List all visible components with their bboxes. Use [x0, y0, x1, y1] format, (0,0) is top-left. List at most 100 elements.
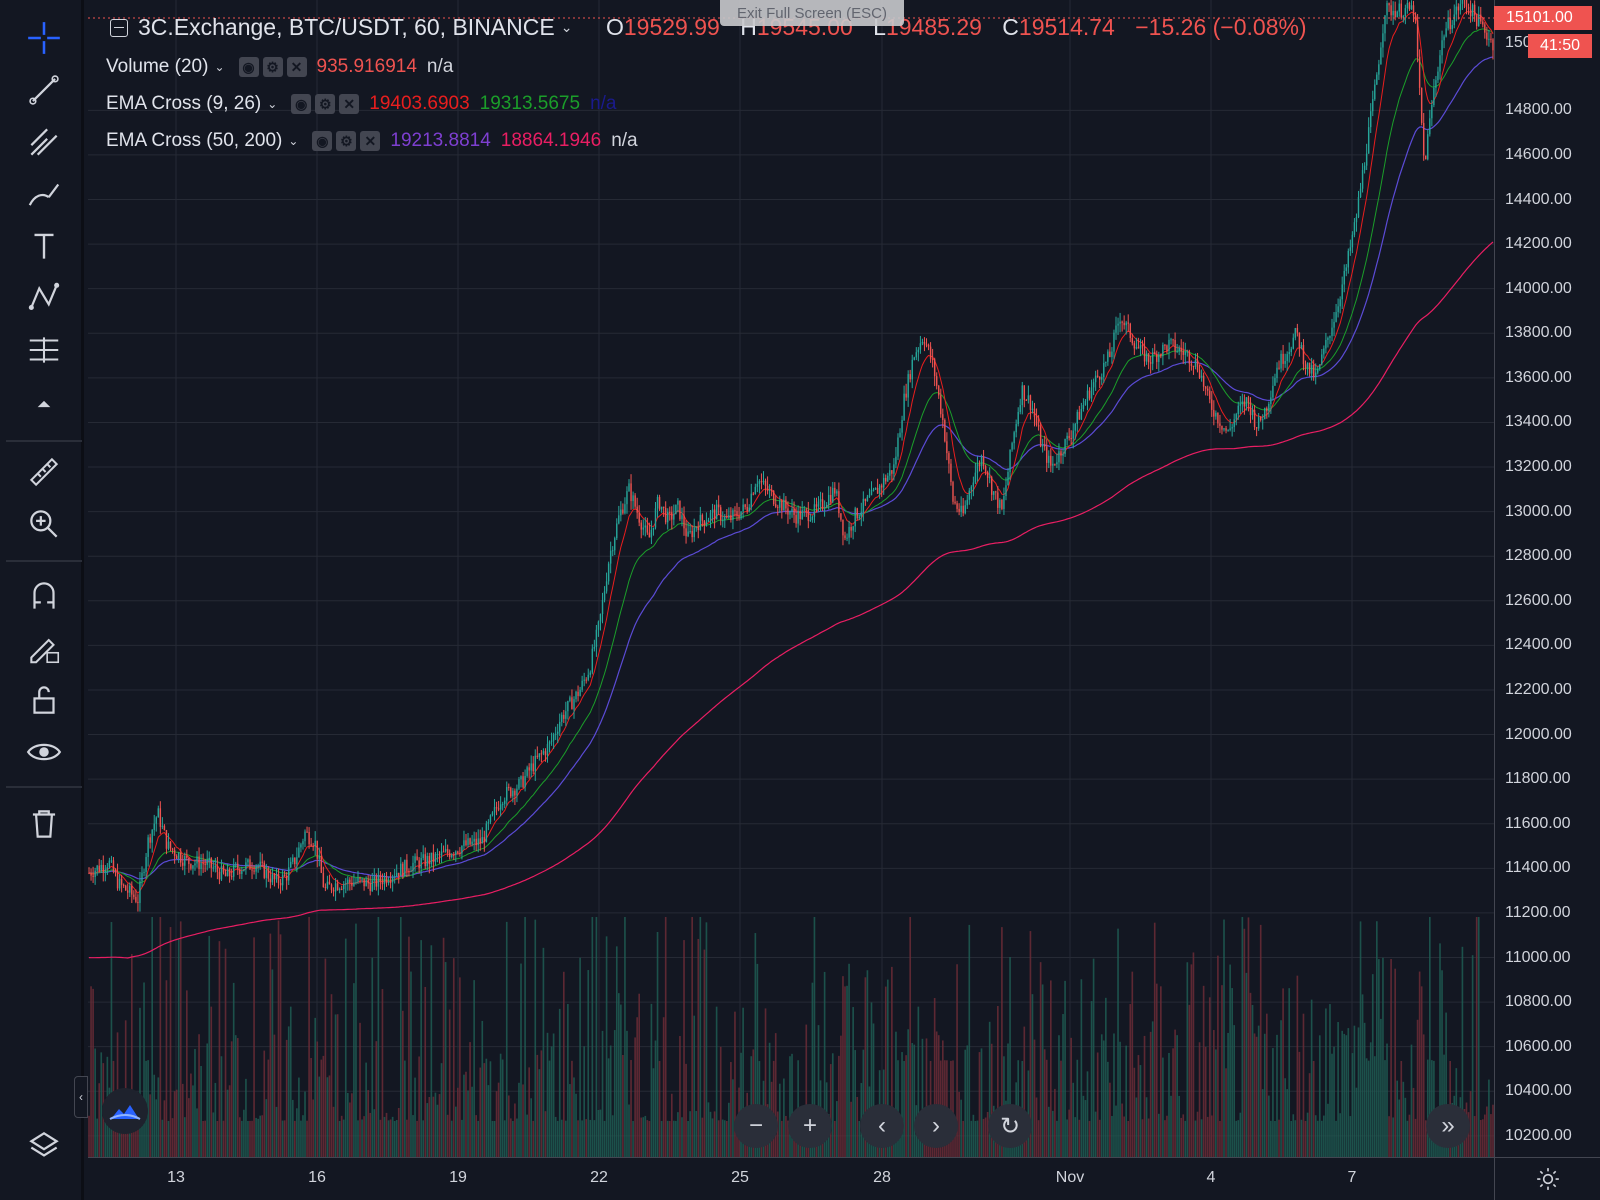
- chevron-down-icon[interactable]: ⌄: [214, 60, 225, 74]
- zoom-out-button[interactable]: −: [734, 1104, 778, 1148]
- candle-body: [652, 527, 655, 530]
- candle-body: [1361, 170, 1364, 189]
- candle-body: [310, 844, 312, 846]
- grid: [88, 0, 1494, 1157]
- candle-body: [868, 495, 871, 497]
- text-tool[interactable]: [22, 226, 66, 266]
- chevron-down-icon[interactable]: ⌄: [267, 97, 278, 111]
- reset-chart-button[interactable]: ↻: [988, 1104, 1032, 1148]
- chart-settings-corner[interactable]: [1494, 1157, 1600, 1200]
- volume-bar: [1155, 983, 1158, 1157]
- candle-body: [1066, 435, 1068, 440]
- candle-body: [1294, 328, 1297, 338]
- eye-icon[interactable]: ◉: [238, 57, 259, 77]
- candle-body: [359, 877, 361, 879]
- volume-bar: [701, 1117, 704, 1157]
- magnet-tool[interactable]: [22, 576, 66, 616]
- pattern-tool[interactable]: [22, 278, 66, 318]
- eye-icon[interactable]: ◉: [291, 94, 312, 114]
- volume-bar: [1261, 1089, 1264, 1157]
- candle-body: [1060, 451, 1062, 456]
- volume-bar: [783, 1078, 785, 1157]
- volume-bar: [1113, 1033, 1115, 1157]
- close-icon[interactable]: ✕: [360, 131, 381, 151]
- candle-body: [614, 538, 616, 551]
- gear-icon[interactable]: [1535, 1166, 1561, 1192]
- candle-body: [493, 807, 496, 813]
- eye-icon[interactable]: ◉: [312, 131, 333, 151]
- collapse-up-tool[interactable]: [22, 384, 66, 424]
- pitchfork-tool[interactable]: [22, 122, 66, 162]
- chevron-down-icon[interactable]: ⌄: [560, 19, 573, 35]
- scroll-right-button[interactable]: ›: [914, 1104, 958, 1148]
- volume-bar: [1001, 927, 1003, 1157]
- collapse-legend-icon[interactable]: [110, 18, 128, 37]
- legend-ema-50-200[interactable]: EMA Cross (50, 200) ⌄ ◉ ⚙ ✕ 19213.8814 188…: [106, 130, 638, 152]
- toolbar-collapse-tab[interactable]: ‹: [74, 1076, 88, 1118]
- indicator-value: 19403.6903: [369, 93, 470, 114]
- object-tree-tool[interactable]: [22, 1126, 66, 1166]
- volume-bar: [752, 1049, 755, 1157]
- close-icon[interactable]: ✕: [286, 57, 307, 77]
- indicator-name[interactable]: EMA Cross (9, 26): [106, 93, 262, 114]
- lock-drawing-tool[interactable]: [22, 628, 66, 668]
- candle-body: [320, 856, 323, 873]
- price-axis[interactable]: 14800.00 14600.00 14400.00 14200.00 14000.00…: [1494, 0, 1600, 1157]
- zoom-in-button[interactable]: +: [788, 1104, 832, 1148]
- trash-tool[interactable]: [22, 804, 66, 844]
- gear-icon[interactable]: ⚙: [315, 94, 336, 114]
- crosshair-tool[interactable]: [22, 18, 66, 58]
- volume-bar: [1233, 1025, 1236, 1157]
- candle-body: [200, 863, 202, 869]
- close-icon[interactable]: ✕: [339, 94, 360, 114]
- legend-volume[interactable]: Volume (20) ⌄ ◉ ⚙ ✕ 935.916914 n/a: [106, 56, 453, 78]
- scroll-left-button[interactable]: ‹: [860, 1104, 904, 1148]
- scroll-to-realtime-button[interactable]: »: [1426, 1104, 1470, 1148]
- time-axis[interactable]: 13 16 19 22 25 28 Nov 4 7: [88, 1157, 1494, 1200]
- gear-icon[interactable]: ⚙: [262, 57, 283, 77]
- candle-body: [1400, 3, 1402, 18]
- volume-bar: [397, 1107, 400, 1157]
- symbol-title[interactable]: 3C.Exchange, BTC/USDT, 60, BINANCE: [138, 14, 555, 40]
- exit-fullscreen-button[interactable]: Exit Full Screen (ESC): [720, 0, 904, 26]
- ruler-tool[interactable]: [22, 452, 66, 492]
- candle-body: [1402, 16, 1405, 18]
- price-label: 14400.00: [1505, 190, 1572, 208]
- candle-body: [1160, 354, 1162, 357]
- candle-body: [110, 860, 113, 862]
- volume-bar: [1090, 1001, 1093, 1157]
- unlock-tool[interactable]: [22, 680, 66, 720]
- volume-bar: [257, 1118, 259, 1157]
- chevron-down-icon[interactable]: ⌄: [288, 134, 299, 148]
- volume-bar: [1257, 1025, 1260, 1157]
- volume-bar: [740, 1052, 742, 1157]
- candle-body: [251, 869, 253, 871]
- tradingview-logo[interactable]: [102, 1088, 148, 1134]
- volume-bar: [371, 957, 374, 1157]
- volume-bar: [312, 1099, 314, 1157]
- volume-bar: [216, 1121, 219, 1157]
- legend-ema-9-26[interactable]: EMA Cross (9, 26) ⌄ ◉ ⚙ ✕ 19403.6903 19313…: [106, 93, 616, 115]
- candle-body: [1465, 0, 1468, 7]
- volume-bar: [842, 976, 844, 1157]
- gear-icon[interactable]: ⚙: [336, 131, 357, 151]
- symbol-header[interactable]: 3C.Exchange, BTC/USDT, 60, BINANCE ⌄: [110, 14, 572, 41]
- chart-canvas[interactable]: [88, 0, 1494, 1157]
- brush-tool[interactable]: [22, 174, 66, 214]
- indicator-name[interactable]: EMA Cross (50, 200): [106, 130, 283, 151]
- price-chart[interactable]: [88, 0, 1494, 1157]
- trend-line-tool[interactable]: [22, 70, 66, 110]
- prediction-tool[interactable]: [22, 330, 66, 370]
- candle-body: [1029, 395, 1032, 410]
- volume-bar: [88, 1115, 90, 1157]
- candle-body: [508, 787, 510, 789]
- volume-bar: [1280, 1020, 1282, 1157]
- candle-body: [923, 342, 926, 345]
- indicator-name[interactable]: Volume (20): [106, 56, 209, 77]
- candle-body: [872, 489, 875, 491]
- eye-tool[interactable]: [22, 732, 66, 772]
- volume-bar: [1424, 1120, 1427, 1157]
- volume-bar: [911, 1043, 914, 1157]
- zoom-in-tool[interactable]: [22, 504, 66, 544]
- volume-bar: [632, 1120, 634, 1157]
